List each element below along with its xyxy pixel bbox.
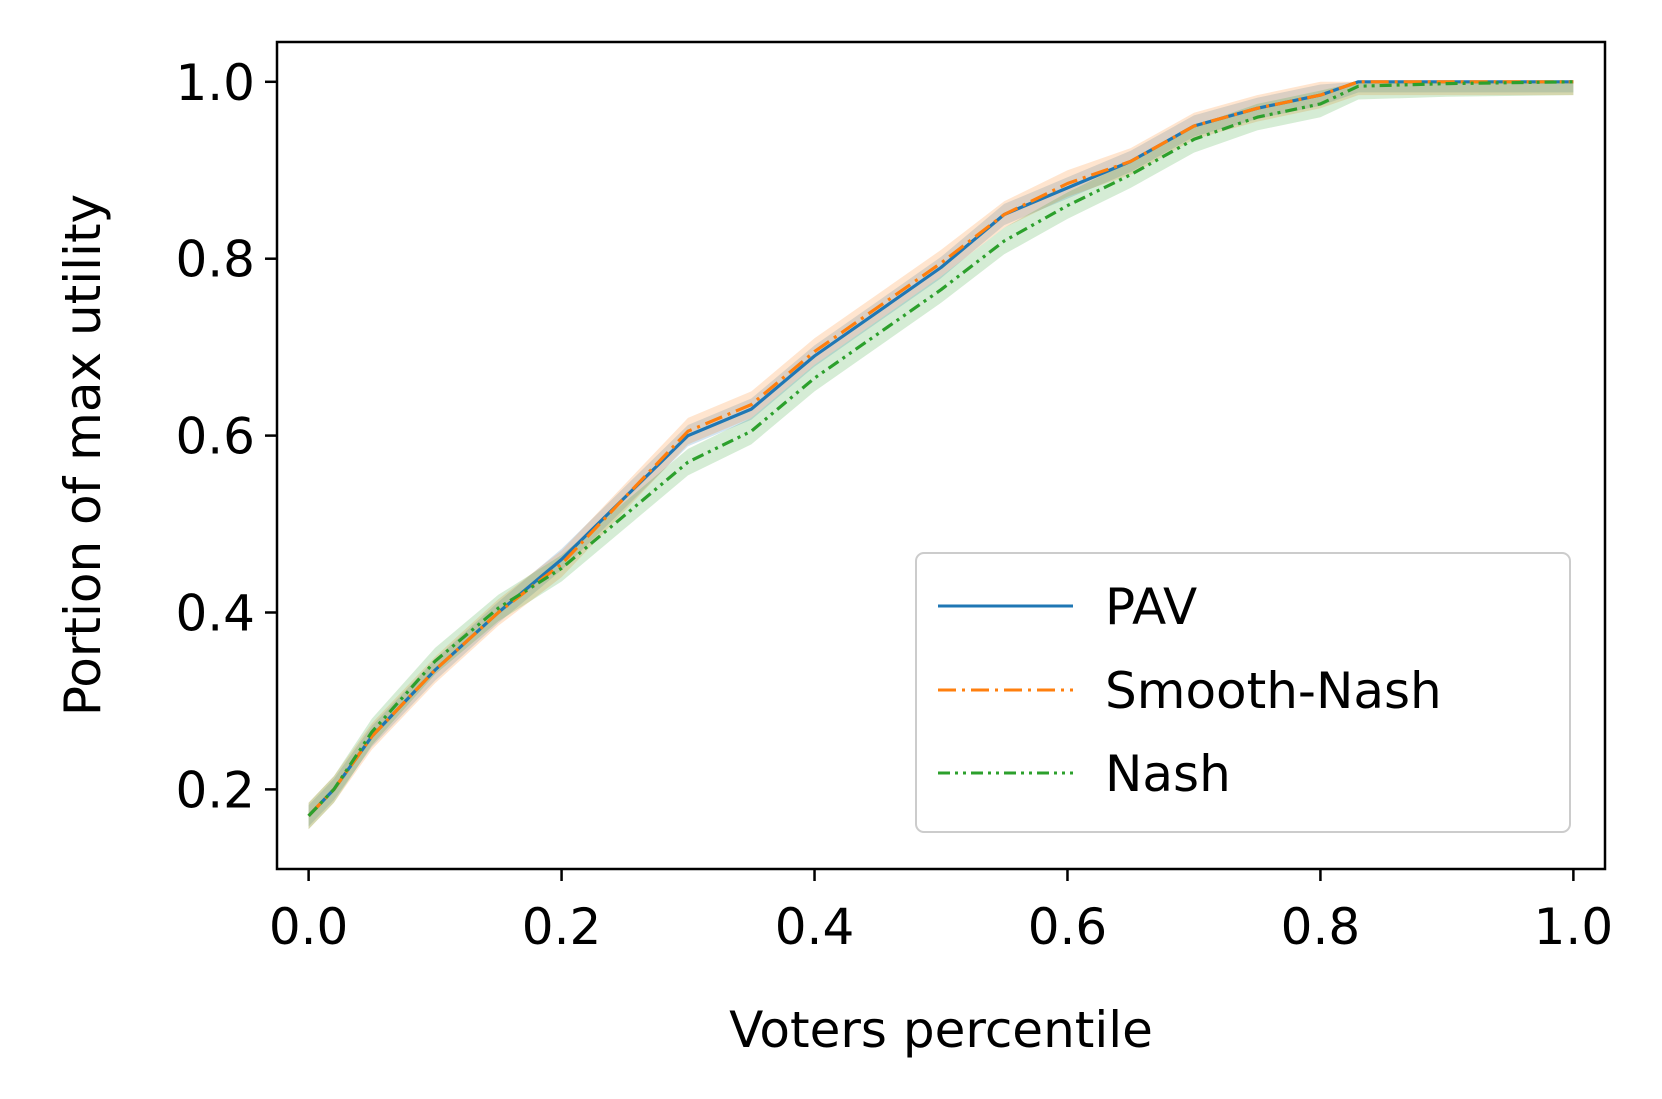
y-tick-label: 0.8 [175,231,255,289]
x-tick-label: 0.8 [1281,898,1361,956]
series-lines [307,80,1574,818]
legend-label-smooth-nash: Smooth-Nash [1105,662,1442,720]
x-axis-label: Voters percentile [729,1001,1153,1059]
x-tick-label: 0.0 [269,898,349,956]
axes-frame [275,40,1607,871]
legend-label-nash: Nash [1105,745,1231,803]
x-axis-ticks: 0.0 0.2 0.4 0.6 0.8 1.0 [269,869,1613,956]
y-tick-label: 0.6 [175,408,255,466]
y-tick-label: 0.2 [175,761,255,819]
series-line-smooth-nash [307,80,1574,818]
x-tick-label: 0.6 [1028,898,1108,956]
series-line-nash [307,80,1574,818]
x-tick-label: 1.0 [1534,898,1614,956]
y-tick-label: 1.0 [175,54,255,112]
legend-box [915,552,1571,833]
y-axis-ticks: 0.2 0.4 0.6 0.8 1.0 [175,54,277,819]
legend-label-pav: PAV [1105,578,1197,636]
legend: PAV Smooth-Nash Nash [915,552,1571,833]
x-tick-label: 0.4 [775,898,855,956]
y-tick-label: 0.4 [175,584,255,642]
x-tick-label: 0.2 [522,898,602,956]
y-axis-label: Portion of max utility [54,194,112,716]
